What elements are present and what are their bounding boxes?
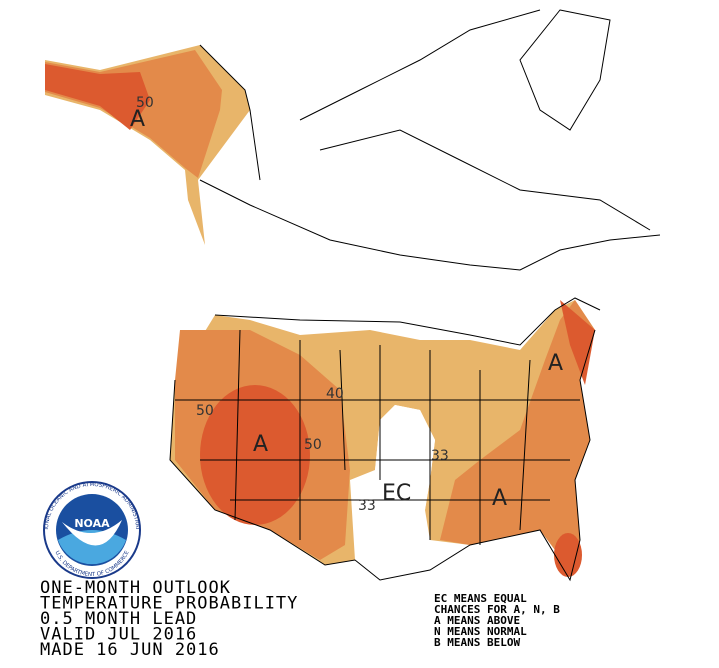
contour-label: 33 [431,448,449,464]
contour-label: 50 [136,95,154,111]
legend-line: B MEANS BELOW [434,636,520,649]
title-line: TEMPERATURE PROBABILITY [40,594,298,614]
contour-label: 33 [358,498,376,514]
category-label: A [130,107,145,132]
borders [169,9,661,582]
ec-label: EC [382,481,411,506]
title-line: VALID JUL 2016 [40,625,197,645]
legend-line: N MEANS NORMAL [434,625,527,638]
category-label: A [548,351,563,376]
category-label: A [253,432,268,457]
legend-line: CHANCES FOR A, N, B [434,603,560,616]
contour-label: 50 [304,437,322,453]
category-label: A [492,486,507,511]
title-line: MADE 16 JUN 2016 [40,640,220,660]
map-labels: 50 A 50 A 40 50 33 EC 33 A A [130,95,563,514]
shading [45,45,595,577]
contour-label: 40 [326,386,344,402]
legend-line: EC MEANS EQUAL [434,592,527,605]
contour-label: 50 [196,403,214,419]
title-line: ONE-MONTH OUTLOOK [40,578,231,598]
logo-name: NOAA [74,517,110,530]
legend-line: A MEANS ABOVE [434,614,520,627]
title-line: 0.5 MONTH LEAD [40,609,197,629]
